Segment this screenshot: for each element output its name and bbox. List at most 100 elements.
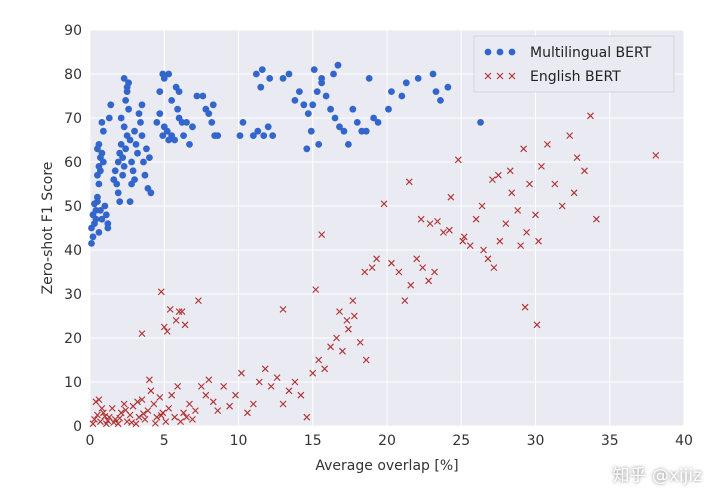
data-point — [138, 330, 146, 337]
legend: Multilingual BERT English BERT — [473, 35, 675, 93]
data-point — [186, 141, 193, 148]
data-point — [279, 75, 287, 82]
legend-marker — [508, 72, 516, 80]
y-axis-label: Zero-shot F1 Score — [40, 162, 56, 295]
data-point — [128, 419, 135, 426]
data-point — [94, 411, 101, 419]
data-point — [304, 110, 312, 117]
data-point — [104, 417, 112, 425]
data-point — [195, 297, 202, 304]
data-point — [496, 237, 504, 245]
data-point — [102, 211, 110, 219]
y-axis-ticks: 0 10 20 30 40 50 60 70 80 90 — [64, 23, 82, 435]
data-point — [197, 383, 205, 390]
data-point — [135, 413, 143, 421]
data-point — [374, 119, 382, 126]
data-point — [517, 242, 525, 249]
data-point — [174, 383, 182, 390]
y-tick-label: 90 — [64, 23, 82, 39]
data-point — [432, 88, 440, 95]
data-point — [114, 158, 122, 166]
y-tick-label: 40 — [64, 243, 82, 259]
data-point — [533, 321, 541, 329]
data-point — [388, 259, 395, 267]
data-point — [147, 189, 155, 197]
data-point — [417, 215, 425, 223]
data-point — [96, 167, 104, 175]
data-point — [514, 207, 522, 214]
data-point — [122, 145, 130, 153]
data-point — [238, 369, 245, 377]
data-point — [279, 400, 287, 408]
data-point — [581, 167, 588, 175]
data-point — [129, 167, 137, 175]
data-point — [189, 416, 196, 423]
data-point — [172, 317, 180, 324]
data-point — [336, 308, 343, 315]
data-point — [587, 112, 594, 120]
data-point — [132, 141, 140, 148]
data-point — [652, 152, 660, 159]
data-point — [362, 356, 370, 364]
x-tick-label: 25 — [452, 433, 470, 449]
data-point — [327, 105, 334, 113]
data-point — [157, 288, 165, 296]
data-point — [110, 419, 118, 426]
x-axis-label: Average overlap [%] — [315, 458, 458, 474]
data-point — [94, 198, 101, 206]
data-point — [209, 101, 217, 109]
data-point — [202, 391, 210, 399]
data-point — [303, 413, 311, 421]
data-point — [162, 418, 170, 425]
data-point — [180, 132, 187, 140]
data-point — [405, 178, 413, 186]
data-point — [95, 229, 103, 236]
data-point — [429, 70, 437, 78]
data-point — [138, 132, 146, 140]
data-point — [266, 75, 274, 82]
data-point — [122, 97, 130, 104]
data-point — [279, 306, 287, 313]
data-point — [307, 127, 315, 135]
data-point — [165, 405, 173, 412]
data-point — [192, 407, 199, 414]
data-point — [239, 119, 247, 126]
data-point — [566, 132, 574, 139]
data-point — [183, 413, 190, 421]
watermark: 知乎 @xijiz — [612, 466, 702, 486]
data-point — [119, 154, 127, 162]
data-point — [159, 70, 167, 78]
data-point — [144, 407, 152, 414]
data-point — [334, 61, 342, 69]
data-point — [543, 141, 551, 148]
data-point — [466, 242, 474, 249]
data-point — [165, 70, 173, 78]
data-point — [291, 97, 299, 104]
legend-marker-multilingual-bert — [484, 48, 516, 56]
data-point — [437, 97, 444, 104]
data-point — [330, 70, 337, 78]
data-point — [126, 198, 134, 206]
data-point — [327, 343, 334, 351]
data-point — [318, 231, 326, 238]
legend-label-multilingual-bert: Multilingual BERT — [530, 45, 652, 61]
data-point — [117, 141, 125, 148]
data-point — [151, 419, 159, 427]
data-point — [98, 149, 106, 157]
data-point — [99, 158, 107, 166]
data-point — [178, 308, 186, 315]
data-point — [398, 92, 406, 100]
data-point — [189, 123, 196, 131]
data-point — [257, 83, 265, 91]
data-point — [92, 215, 100, 223]
data-point — [333, 334, 340, 342]
data-point — [159, 132, 167, 140]
legend-marker — [496, 48, 504, 56]
data-point — [166, 306, 174, 313]
data-point — [180, 409, 187, 417]
data-point — [502, 220, 510, 227]
data-point — [208, 119, 216, 126]
legend-marker — [508, 48, 516, 56]
data-point — [445, 226, 453, 234]
data-point — [365, 75, 373, 82]
